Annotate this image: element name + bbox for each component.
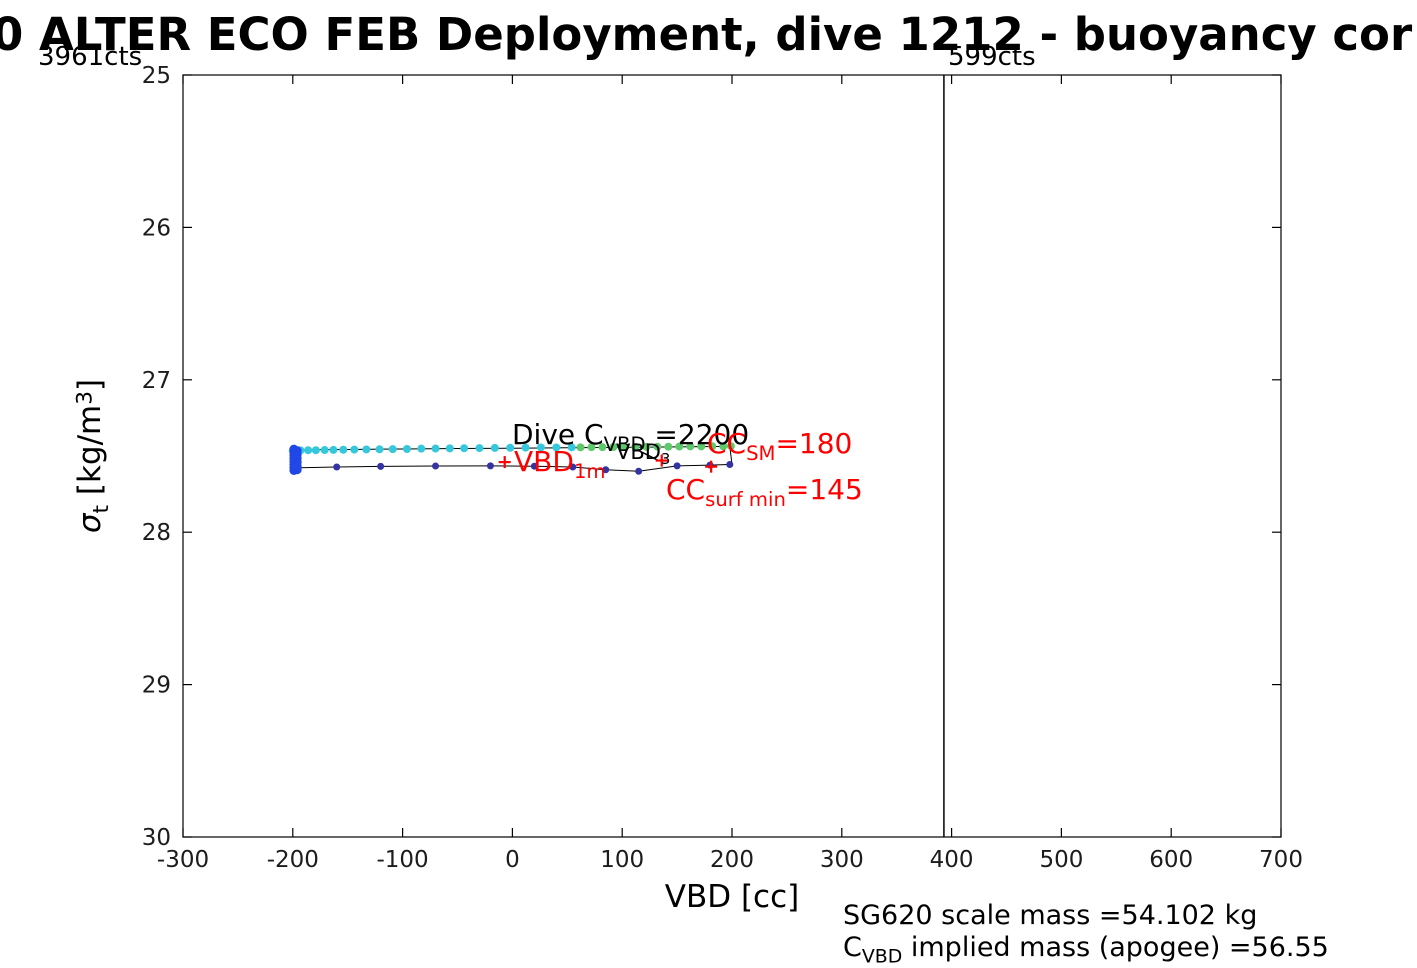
- left-counts-label: 3961cts: [38, 42, 143, 72]
- svg-text:26: 26: [142, 215, 171, 241]
- ylabel-unit-close: ]: [72, 378, 109, 391]
- implied-mass-label: CVBD implied mass (apogee) =56.55: [843, 932, 1329, 968]
- x-axis-label: VBD [cc]: [664, 879, 800, 915]
- ylabel-sup: 3: [72, 390, 98, 405]
- cc-surf-min-annotation: CCsurf min=145: [666, 473, 863, 511]
- svg-text:-200: -200: [267, 847, 319, 873]
- vbd-3-pre: VBD: [616, 440, 661, 464]
- dive-cvbd-sub: VBD: [603, 432, 646, 456]
- cc-surf-min-sub: surf min: [705, 487, 786, 511]
- vbd-1m-annotation: VBD1m: [514, 445, 606, 483]
- y-axis-label: σt [kg/m3]: [72, 379, 114, 533]
- figure-canvas: { "title": "0 ALTER ECO FEB Deployment, …: [0, 8, 1413, 968]
- implied-mass-sub: VBD: [861, 945, 903, 968]
- cc-sm-annotation: CCSM=180: [707, 427, 852, 465]
- svg-text:200: 200: [710, 847, 754, 873]
- svg-text:0: 0: [505, 847, 520, 873]
- svg-text:28: 28: [142, 520, 171, 546]
- dive-cvbd-annotation: Dive CVBD =2200: [512, 418, 749, 456]
- svg-text:27: 27: [142, 368, 171, 394]
- dive-cvbd-pre: Dive C: [512, 418, 604, 451]
- cc-sm-sub: SM: [746, 441, 776, 465]
- svg-text:300: 300: [820, 847, 864, 873]
- ylabel-sub: t: [88, 504, 114, 514]
- vbd-3-sub: 3: [660, 451, 671, 469]
- cc-surf-min-pre: CC: [666, 473, 706, 506]
- implied-mass-post: implied mass (apogee) =56.55: [902, 932, 1329, 963]
- svg-text:500: 500: [1039, 847, 1083, 873]
- svg-text:600: 600: [1149, 847, 1193, 873]
- plot-area: -300 -200 -100 0 100 200 300 400 500 600 700 25 26 27…: [142, 63, 1303, 873]
- implied-mass-pre: C: [843, 932, 862, 963]
- scale-mass-label: SG620 scale mass =54.102 kg: [843, 900, 1258, 931]
- svg-text:100: 100: [600, 847, 644, 873]
- cc-surf-min-post: =145: [785, 473, 863, 506]
- ylabel-sigma: σ: [72, 513, 109, 534]
- vertical-line-counts-label: 599cts: [948, 42, 1036, 72]
- svg-text:25: 25: [142, 63, 171, 89]
- dive-cvbd-post: =2200: [645, 418, 750, 451]
- vbd-1m-sub: 1m: [573, 459, 606, 483]
- svg-text:30: 30: [142, 825, 171, 851]
- cc-sm-pre: CC: [707, 427, 747, 460]
- ylabel-unit-open: [kg/m: [72, 404, 109, 505]
- svg-text:700: 700: [1259, 847, 1303, 873]
- svg-text:29: 29: [142, 673, 171, 699]
- vbd-3-annotation: VBD3: [616, 440, 670, 468]
- cc-sm-post: =180: [775, 427, 853, 460]
- vbd-1m-pre: VBD: [514, 445, 574, 478]
- svg-text:400: 400: [930, 847, 974, 873]
- svg-text:-300: -300: [157, 847, 209, 873]
- svg-text:-100: -100: [376, 847, 428, 873]
- chart-title: 0 ALTER ECO FEB Deployment, dive 1212 - …: [0, 8, 1413, 61]
